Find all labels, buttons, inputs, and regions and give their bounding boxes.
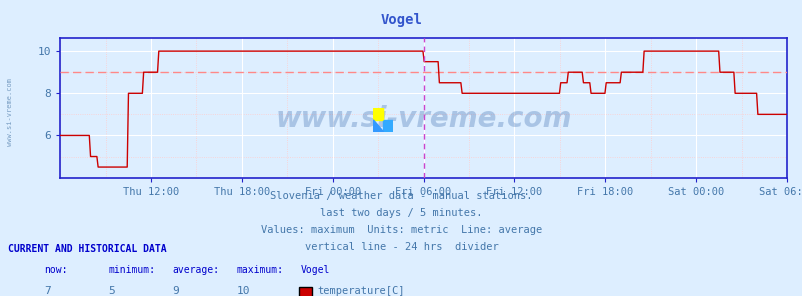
Text: 9: 9 bbox=[172, 286, 179, 296]
Text: minimum:: minimum: bbox=[108, 265, 156, 275]
Polygon shape bbox=[373, 108, 383, 120]
Text: www.si-vreme.com: www.si-vreme.com bbox=[275, 105, 571, 133]
Text: Slovenia / weather data - manual stations.: Slovenia / weather data - manual station… bbox=[270, 191, 532, 201]
Text: Vogel: Vogel bbox=[301, 265, 330, 275]
Bar bbox=[383, 120, 393, 132]
Text: maximum:: maximum: bbox=[237, 265, 284, 275]
Text: vertical line - 24 hrs  divider: vertical line - 24 hrs divider bbox=[304, 242, 498, 252]
Text: last two days / 5 minutes.: last two days / 5 minutes. bbox=[320, 208, 482, 218]
Bar bbox=[373, 108, 383, 120]
Text: average:: average: bbox=[172, 265, 220, 275]
Text: now:: now: bbox=[44, 265, 67, 275]
Text: Values: maximum  Units: metric  Line: average: Values: maximum Units: metric Line: aver… bbox=[261, 225, 541, 235]
Text: 7: 7 bbox=[44, 286, 51, 296]
Text: 10: 10 bbox=[237, 286, 250, 296]
Text: Vogel: Vogel bbox=[380, 13, 422, 27]
Text: CURRENT AND HISTORICAL DATA: CURRENT AND HISTORICAL DATA bbox=[8, 244, 167, 254]
Text: temperature[C]: temperature[C] bbox=[317, 286, 404, 296]
Text: 5: 5 bbox=[108, 286, 115, 296]
Polygon shape bbox=[373, 120, 383, 132]
Text: www.si-vreme.com: www.si-vreme.com bbox=[6, 78, 13, 147]
